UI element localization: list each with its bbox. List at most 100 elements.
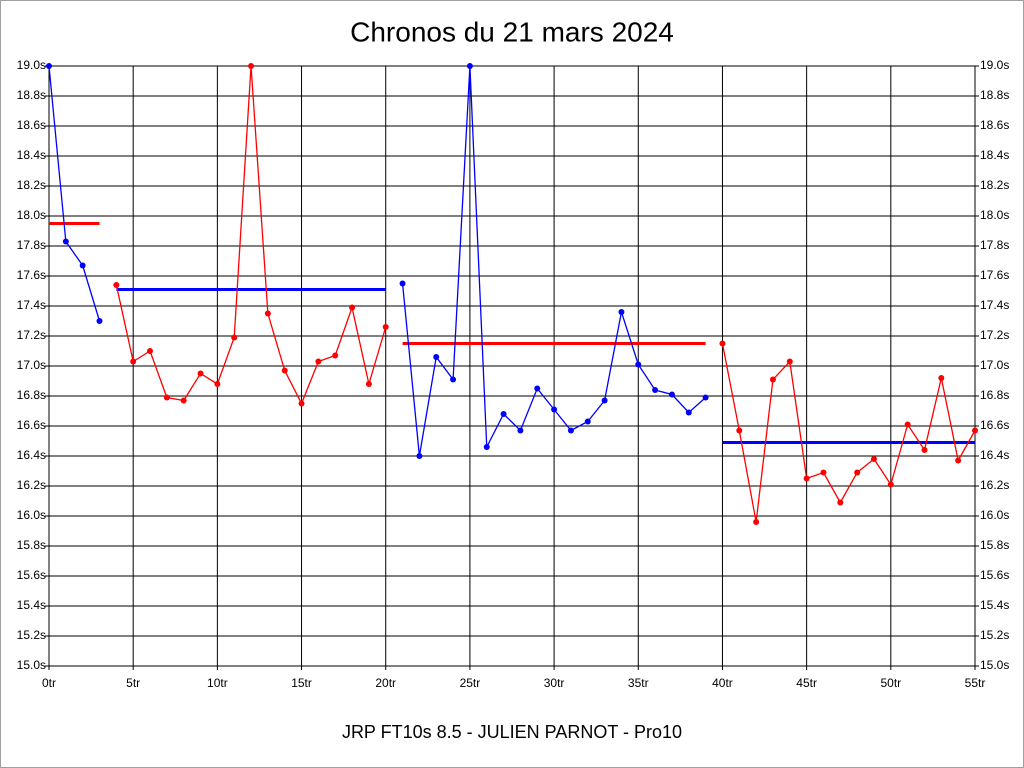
data-point (281, 367, 288, 374)
y2-tick-label: 18.6s (980, 118, 1009, 132)
data-point (972, 427, 978, 434)
data-point (231, 334, 238, 341)
y-tick-label: 17.2s (17, 328, 46, 342)
data-point (450, 376, 457, 383)
data-point (803, 475, 810, 482)
x-tick-label: 50tr (880, 676, 901, 690)
data-point (567, 427, 574, 434)
y-tick-label: 15.2s (17, 628, 46, 642)
y2-tick-label: 15.4s (980, 598, 1009, 612)
y2-tick-label: 19.0s (980, 58, 1009, 72)
y-tick-label: 15.4s (17, 598, 46, 612)
data-point (113, 282, 120, 288)
y2-tick-label: 18.8s (980, 88, 1009, 102)
data-point (551, 406, 558, 413)
x-tick-label: 25tr (460, 676, 481, 690)
y-tick-label: 17.0s (17, 358, 46, 372)
data-point (180, 397, 187, 404)
x-tick-label: 10tr (207, 676, 228, 690)
data-point (416, 453, 423, 459)
data-point (399, 280, 406, 287)
y-tick-label: 15.8s (17, 538, 46, 552)
y-tick-label: 18.8s (17, 88, 46, 102)
data-point (837, 499, 844, 506)
data-point (534, 385, 541, 392)
data-point (769, 376, 776, 383)
data-point (719, 340, 726, 347)
chart-title: Chronos du 21 mars 2024 (350, 16, 674, 47)
data-point (753, 519, 760, 525)
x-axis-title: JRP FT10s 8.5 - JULIEN PARNOT - Pro10 (342, 722, 682, 742)
data-point (938, 375, 945, 381)
data-point (197, 370, 204, 377)
data-point (584, 418, 591, 425)
data-point (786, 358, 793, 365)
data-point (635, 361, 642, 368)
data-point (500, 411, 507, 417)
data-point (483, 444, 490, 450)
data-point (147, 348, 154, 354)
data-point (870, 456, 877, 462)
x-tick-label: 35tr (628, 676, 649, 690)
series-line (721, 343, 976, 523)
y-tick-label: 18.6s (17, 118, 46, 132)
data-point (214, 381, 221, 387)
y-tick-label: 18.2s (17, 178, 46, 192)
y2-tick-label: 17.2s (980, 328, 1009, 342)
x-tick-label: 45tr (796, 676, 817, 690)
y-tick-label: 15.0s (17, 658, 46, 672)
data-point (163, 394, 170, 401)
x-tick-label: 55tr (965, 676, 986, 690)
y-tick-label: 16.0s (17, 508, 46, 522)
x-tick-label: 30tr (544, 676, 565, 690)
data-point (685, 409, 692, 416)
data-point (601, 397, 608, 404)
data-point (736, 427, 743, 434)
data-point (702, 394, 709, 401)
x-tick-label: 15tr (291, 676, 312, 690)
data-point (264, 310, 271, 317)
x-tick-label: 20tr (375, 676, 396, 690)
data-point (466, 63, 473, 69)
data-point (130, 358, 137, 365)
y2-tick-label: 18.2s (980, 178, 1009, 192)
y2-tick-label: 15.8s (980, 538, 1009, 552)
y-tick-label: 18.4s (17, 148, 46, 162)
y2-tick-label: 18.0s (980, 208, 1009, 222)
data-point (96, 318, 103, 324)
y2-tick-label: 16.8s (980, 388, 1009, 402)
data-point (955, 457, 962, 464)
data-point (298, 400, 305, 407)
data-point (517, 427, 524, 434)
y-tick-label: 15.6s (17, 568, 46, 582)
data-point (365, 381, 372, 387)
data-point (668, 391, 675, 398)
data-point (349, 304, 356, 311)
y-tick-label: 16.6s (17, 418, 46, 432)
y-tick-label: 17.6s (17, 268, 46, 282)
data-point (79, 262, 86, 269)
data-point (854, 469, 861, 476)
data-point (433, 354, 440, 360)
y2-tick-label: 16.2s (980, 478, 1009, 492)
y2-tick-label: 17.8s (980, 238, 1009, 252)
data-point (46, 63, 52, 69)
y2-tick-label: 17.6s (980, 268, 1009, 282)
x-tick-label: 5tr (126, 676, 140, 690)
series-line (48, 65, 101, 322)
y-tick-label: 17.4s (17, 298, 46, 312)
data-point (921, 447, 928, 453)
data-point (382, 324, 389, 330)
x-tick-label: 0tr (42, 676, 56, 690)
y2-tick-label: 16.4s (980, 448, 1009, 462)
x-tick-label: 40tr (712, 676, 733, 690)
y2-tick-label: 15.6s (980, 568, 1009, 582)
data-point (248, 63, 255, 69)
data-point (820, 469, 827, 476)
data-point (618, 309, 625, 315)
data-point (904, 421, 911, 428)
y-tick-label: 16.8s (17, 388, 46, 402)
y2-tick-label: 18.4s (980, 148, 1009, 162)
y2-tick-label: 16.6s (980, 418, 1009, 432)
